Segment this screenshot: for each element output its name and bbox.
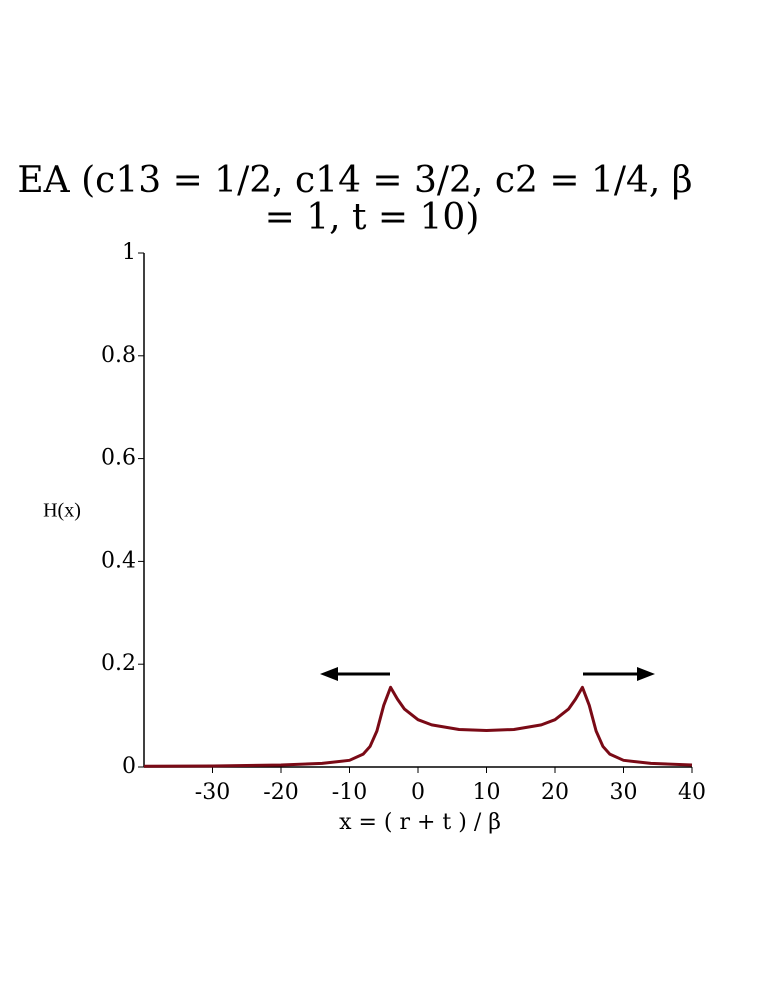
y-tick-label: 0.6 bbox=[101, 446, 136, 471]
x-tick-label: -20 bbox=[263, 780, 298, 805]
y-tick-label: 1 bbox=[122, 240, 136, 265]
y-tick-label: 0.2 bbox=[101, 651, 136, 676]
x-tick-label: -10 bbox=[332, 780, 367, 805]
chart-title: EA (c13 = 1/2, c14 = 3/2, c2 = 1/4, β bbox=[17, 160, 692, 201]
y-tick-label: 0.4 bbox=[101, 548, 136, 573]
data-line bbox=[143, 685, 693, 768]
x-tick-label: 40 bbox=[678, 780, 706, 805]
arrows bbox=[320, 667, 655, 681]
x-tick-label: 10 bbox=[473, 780, 501, 805]
y-tick-label: 0.8 bbox=[101, 343, 136, 368]
x-tick-label: 30 bbox=[610, 780, 638, 805]
y-axis-label: H(x) bbox=[43, 500, 81, 522]
y-tick-label: 0 bbox=[122, 754, 136, 779]
x-tick-label: -30 bbox=[195, 780, 230, 805]
x-tick-label: 0 bbox=[411, 780, 425, 805]
x-tick-label: 20 bbox=[541, 780, 569, 805]
chart-title: = 1, t = 10) bbox=[265, 197, 480, 238]
x-axis-label: x = ( r + t ) / β bbox=[339, 810, 501, 835]
